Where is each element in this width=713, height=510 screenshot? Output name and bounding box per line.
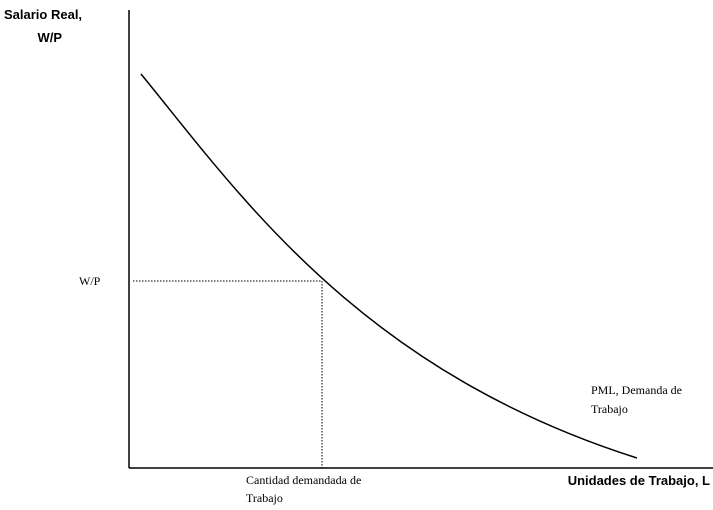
y-axis-label: Salario Real, <box>4 7 82 22</box>
quantity-label: Trabajo <box>246 491 283 505</box>
x-axis-label: Unidades de Trabajo, L <box>568 473 710 488</box>
curve-label: PML, Demanda de <box>591 383 682 397</box>
demand-curve <box>140 73 638 459</box>
curve-label: Trabajo <box>591 402 628 416</box>
y-axis-label: W/P <box>37 30 62 45</box>
wage-label: W/P <box>79 274 101 288</box>
quantity-label: Cantidad demandada de <box>246 473 361 487</box>
